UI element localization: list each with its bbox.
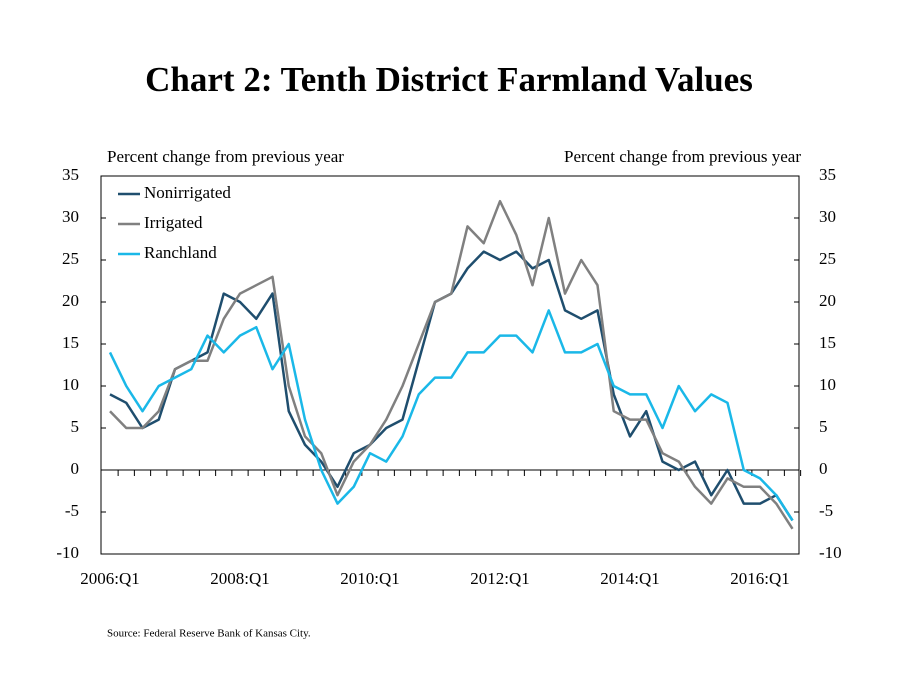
y-tick-label: 20: [62, 291, 79, 310]
y2-axis-label: Percent change from previous year: [564, 147, 801, 166]
plot-frame: [100, 175, 800, 555]
y2-tick-label: 15: [819, 333, 836, 352]
y-tick-label: 0: [71, 459, 80, 478]
x-tick-label: 2012:Q1: [470, 569, 530, 588]
y-tick-label: -5: [65, 501, 79, 520]
y2-tick-label: 30: [819, 207, 836, 226]
x-tick-label: 2016:Q1: [730, 569, 790, 588]
y2-tick-label: -5: [819, 501, 833, 520]
legend-label: Ranchland: [144, 243, 217, 262]
y2-tick-label: 0: [819, 459, 828, 478]
y-axis-label: Percent change from previous year: [107, 147, 344, 166]
y2-tick-label: 35: [819, 165, 836, 184]
y-tick-label: -10: [56, 543, 79, 562]
source: Source: Federal Reserve Bank of Kansas C…: [107, 628, 311, 640]
legend-label: Nonirrigated: [144, 183, 231, 202]
y-tick-label: 35: [62, 165, 79, 184]
line-series: [108, 309, 794, 522]
y2-tick-label: 10: [819, 375, 836, 394]
y-tick-label: 15: [62, 333, 79, 352]
y2-tick-label: 5: [819, 417, 828, 436]
y-tick-label: 10: [62, 375, 79, 394]
x-tick-label: 2006:Q1: [80, 569, 140, 588]
y-tick-label: 30: [62, 207, 79, 226]
chart-title: Chart 2: Tenth District Farmland Values: [145, 60, 753, 99]
y2-tick-label: -10: [819, 543, 842, 562]
line-series: [109, 199, 794, 530]
y2-tick-label: 20: [819, 291, 836, 310]
y-tick-label: 25: [62, 249, 79, 268]
x-tick-label: 2008:Q1: [210, 569, 270, 588]
y2-tick-label: 25: [819, 249, 836, 268]
y-tick-label: 5: [71, 417, 80, 436]
legend-label: Irrigated: [144, 213, 203, 232]
x-tick-label: 2010:Q1: [340, 569, 400, 588]
x-tick-label: 2014:Q1: [600, 569, 660, 588]
